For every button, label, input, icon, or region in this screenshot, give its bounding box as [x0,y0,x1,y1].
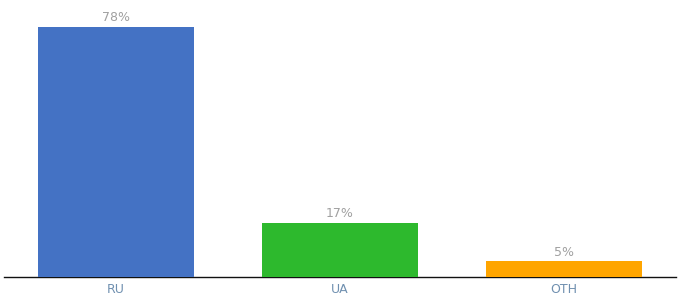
Bar [38,27,194,277]
Bar [262,223,418,277]
Text: 17%: 17% [326,207,354,220]
Bar [486,261,642,277]
Text: 78%: 78% [102,11,130,24]
Text: 5%: 5% [554,246,574,259]
